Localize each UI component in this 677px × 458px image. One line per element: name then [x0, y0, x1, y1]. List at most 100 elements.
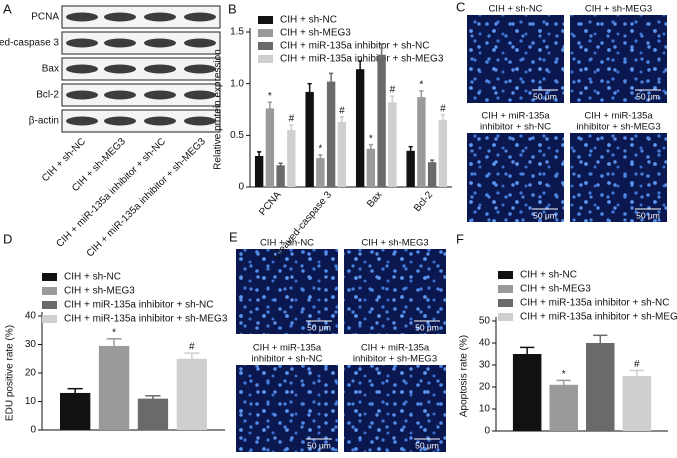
bar — [137, 398, 169, 430]
bar — [326, 81, 336, 187]
micrograph-cells — [570, 133, 667, 222]
bar — [98, 345, 130, 430]
scale-label: 50 μm — [636, 91, 660, 101]
blot-band — [66, 64, 98, 74]
significance-marker: # — [390, 85, 396, 96]
blot-band — [184, 116, 216, 126]
legend-label: CIH + miR-135a inhibitor + sh-NC — [520, 298, 670, 309]
bar — [287, 130, 296, 187]
blot-band — [144, 12, 176, 22]
image-title: CIH + miR-135a — [361, 343, 430, 354]
scale-label: 50 μm — [533, 210, 557, 220]
y-axis-label: Relative protein expression — [213, 49, 224, 170]
significance-marker: # — [189, 342, 195, 353]
blot-band — [66, 90, 98, 100]
legend-label: CIH + miR-135a inhibitor + sh-MEG3 — [280, 54, 444, 65]
legend-swatch — [42, 301, 57, 309]
blot-band — [184, 64, 216, 74]
legend-label: CIH + sh-NC — [64, 272, 121, 283]
x-tick-label: Bcl-2 — [412, 189, 435, 214]
y-tick-label: 10 — [25, 396, 37, 407]
micrograph-cells — [236, 365, 338, 452]
scale-label: 50 μm — [415, 322, 439, 332]
significance-marker: # — [339, 105, 345, 116]
y-tick-label: 0.5 — [230, 130, 244, 141]
image-title: CIH + sh-NC — [260, 238, 314, 249]
y-tick-label: 50 — [479, 316, 491, 327]
y-axis-label: EDU positive rate (%) — [5, 325, 16, 421]
blot-band — [144, 64, 176, 74]
blot-band — [184, 38, 216, 48]
significance-marker: # — [634, 359, 640, 370]
blot-label: Bcl-2 — [36, 90, 59, 101]
bar — [337, 121, 347, 187]
bar — [406, 150, 415, 187]
significance-marker: * — [562, 369, 566, 380]
bar — [512, 354, 542, 431]
legend-swatch — [498, 313, 513, 321]
bar — [305, 91, 314, 187]
bar — [417, 97, 426, 187]
image-title: inhibitor + sh-MEG3 — [576, 122, 660, 133]
panel-letter: F — [456, 231, 464, 246]
legend-swatch — [498, 271, 513, 279]
bar — [355, 69, 365, 187]
image-title: inhibitor + sh-NC — [251, 354, 322, 365]
legend-swatch — [498, 285, 513, 293]
y-tick-label: 0 — [238, 182, 244, 193]
y-tick-label: 1.5 — [230, 27, 244, 38]
legend-swatch — [258, 29, 273, 37]
legend-swatch — [498, 299, 513, 307]
blot-band — [66, 38, 98, 48]
image-title: CIH + miR-135a — [584, 111, 653, 122]
significance-marker: * — [268, 91, 272, 102]
blot-band — [144, 38, 176, 48]
y-tick-label: 0 — [30, 425, 36, 436]
blot-label: Bax — [42, 64, 59, 75]
blot-label: Cleaved-caspase 3 — [0, 38, 59, 49]
significance-marker: * — [419, 80, 423, 91]
blot-band — [66, 12, 98, 22]
blot-band — [184, 12, 216, 22]
y-tick-label: 40 — [25, 311, 37, 322]
blot-band — [66, 116, 98, 126]
blot-band — [144, 90, 176, 100]
scale-label: 50 μm — [636, 210, 660, 220]
y-tick-label: 30 — [479, 360, 491, 371]
significance-marker: # — [440, 103, 446, 114]
legend-label: CIH + sh-MEG3 — [64, 286, 135, 297]
bar — [586, 343, 615, 431]
blot-box — [61, 31, 221, 55]
bar — [622, 376, 652, 431]
panel-letter: D — [3, 231, 12, 246]
bar — [60, 392, 91, 430]
micrograph-cells — [236, 249, 338, 334]
legend-label: CIH + sh-MEG3 — [520, 284, 591, 295]
bar — [427, 162, 437, 187]
panel-letter: E — [229, 229, 238, 244]
micrograph-cells — [467, 133, 564, 222]
bar — [276, 165, 285, 187]
y-tick-label: 1.0 — [230, 78, 244, 89]
y-tick-label: 20 — [25, 368, 37, 379]
image-title: inhibitor + sh-NC — [480, 122, 551, 133]
image-title: CIH + miR-135a — [253, 343, 322, 354]
legend-swatch — [258, 42, 273, 50]
legend-label: CIH + miR-135a inhibitor + sh-MEG3 — [520, 312, 677, 323]
legend-label: CIH + miR-135a inhibitor + sh-NC — [64, 300, 214, 311]
y-tick-label: 10 — [479, 404, 491, 415]
significance-marker: * — [112, 327, 116, 338]
y-tick-label: 0 — [484, 426, 490, 437]
y-tick-label: 40 — [479, 338, 491, 349]
blot-box — [61, 109, 221, 133]
micrograph-cells — [570, 15, 667, 103]
legend-swatch — [258, 16, 273, 24]
bar — [265, 108, 275, 187]
blot-band — [104, 38, 136, 48]
image-title: CIH + sh-MEG3 — [585, 4, 652, 15]
x-tick-label: Bax — [365, 190, 385, 210]
scale-label: 50 μm — [533, 91, 557, 101]
bar — [549, 384, 578, 431]
y-axis-label: Apoptosis rate (%) — [459, 335, 470, 417]
blot-band — [184, 90, 216, 100]
